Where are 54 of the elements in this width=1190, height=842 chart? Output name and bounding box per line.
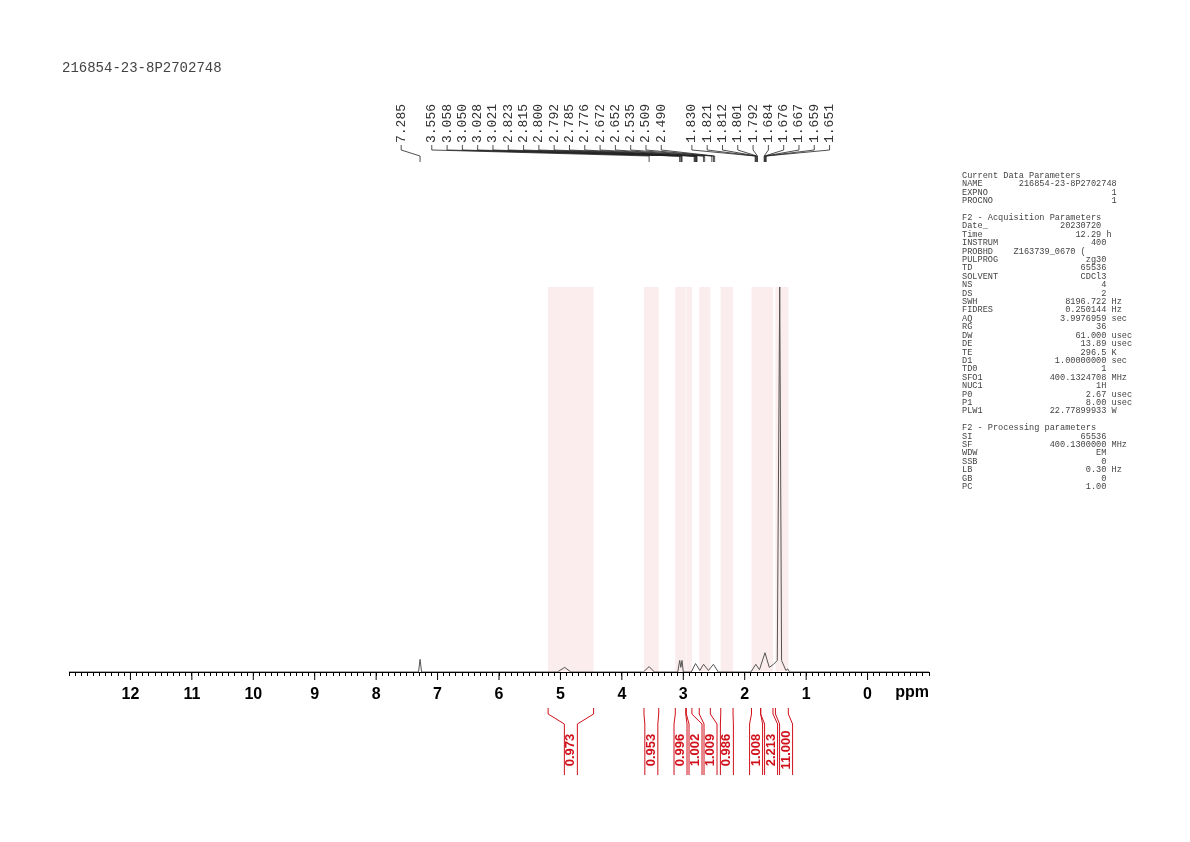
band-label: 11.000	[777, 730, 793, 770]
annotation: 3.021	[485, 103, 501, 143]
annotation: 2.652	[607, 103, 623, 143]
annotation: 2.490	[653, 103, 669, 143]
x-tick-label: 11	[183, 685, 201, 703]
annotation: 2.823	[500, 103, 516, 143]
annotation: 1.812	[714, 103, 730, 143]
band-label: 2.213	[762, 733, 778, 767]
annotation: 3.028	[470, 103, 486, 143]
annotation: 2.509	[638, 103, 654, 143]
annotation: 1.792	[745, 103, 761, 143]
band-label: 0.986	[718, 733, 734, 767]
band-label: 0.996	[672, 733, 688, 767]
annotation: 7.285	[393, 103, 409, 143]
annotation: 1.684	[760, 103, 776, 143]
x-tick-label: 4	[617, 685, 627, 703]
annotation: 3.058	[439, 103, 455, 143]
band-label: 1.009	[702, 733, 718, 767]
x-tick-label: 12	[121, 685, 140, 703]
annotation: 2.672	[592, 103, 608, 143]
annotation: 2.815	[516, 103, 532, 143]
annotation: 1.667	[791, 103, 807, 143]
band-label: 0.973	[562, 733, 578, 767]
text: F2 - Processing parameters SI 65536 SF 400.1300000 MHz WDW EM SSB 0 LB 0.30 Hz GB 0 PC 1.00	[962, 423, 1129, 492]
x-tick-label: 2	[740, 685, 750, 703]
annotation: 3.556	[424, 103, 440, 143]
text: F2 - Acquisition Parameters Date_ 20230720 Time 12.29 h INSTRUM 400 PROBHD Z163739_0670 ( PULPROG zg30 TD 65536 SOLVENT CDCl3 NS 4 DS 2 SWH 8196.722 Hz FIDRES 0.250144 Hz AQ 3.9976959 sec RG 36 DW 61.000 usec DE 13.89 usec TE 296.5 K D1 1.00000000 sec TD0 1 SFO1 400.1324708 MHz NUC1 1H P0 2.67 usec P1 8.00 usec PLW1 22.77899933 W	[962, 213, 1133, 417]
text: Current Data Parameters NAME 216854-23-8P2702748 EXPNO 1 PROCNO 1	[962, 171, 1118, 207]
annotation: 3.050	[454, 103, 470, 143]
band-label: 0.953	[642, 733, 658, 767]
annotation: 2.535	[623, 103, 639, 143]
annotation: 2.785	[561, 103, 577, 143]
annotation: 1.676	[776, 103, 792, 143]
x-tick-label: 7	[433, 685, 443, 703]
annotation: 1.830	[684, 103, 700, 143]
x-tick-label: 8	[371, 685, 381, 703]
x-tick-label: 3	[678, 685, 688, 703]
band-label: 1.002	[687, 733, 703, 767]
x-tick-label: 1	[801, 685, 811, 703]
x-tick-label: 6	[494, 685, 504, 703]
x-tick-label: 9	[310, 685, 320, 703]
annotation: 2.792	[546, 103, 562, 143]
annotation: 1.821	[699, 103, 715, 143]
chart-title: 216854-23-8P2702748	[62, 60, 222, 76]
x-tick-label: 10	[244, 685, 263, 703]
annotation: 1.659	[806, 103, 822, 143]
annotation: 2.800	[531, 103, 547, 143]
annotation: 1.801	[730, 103, 746, 143]
x-tick-label: 5	[555, 685, 565, 703]
band-label: 1.008	[747, 733, 763, 767]
x-axis-title: ppm	[895, 683, 929, 701]
annotation: 2.776	[577, 103, 593, 143]
x-tick-label: 0	[863, 685, 873, 703]
annotation: 1.651	[822, 103, 838, 143]
